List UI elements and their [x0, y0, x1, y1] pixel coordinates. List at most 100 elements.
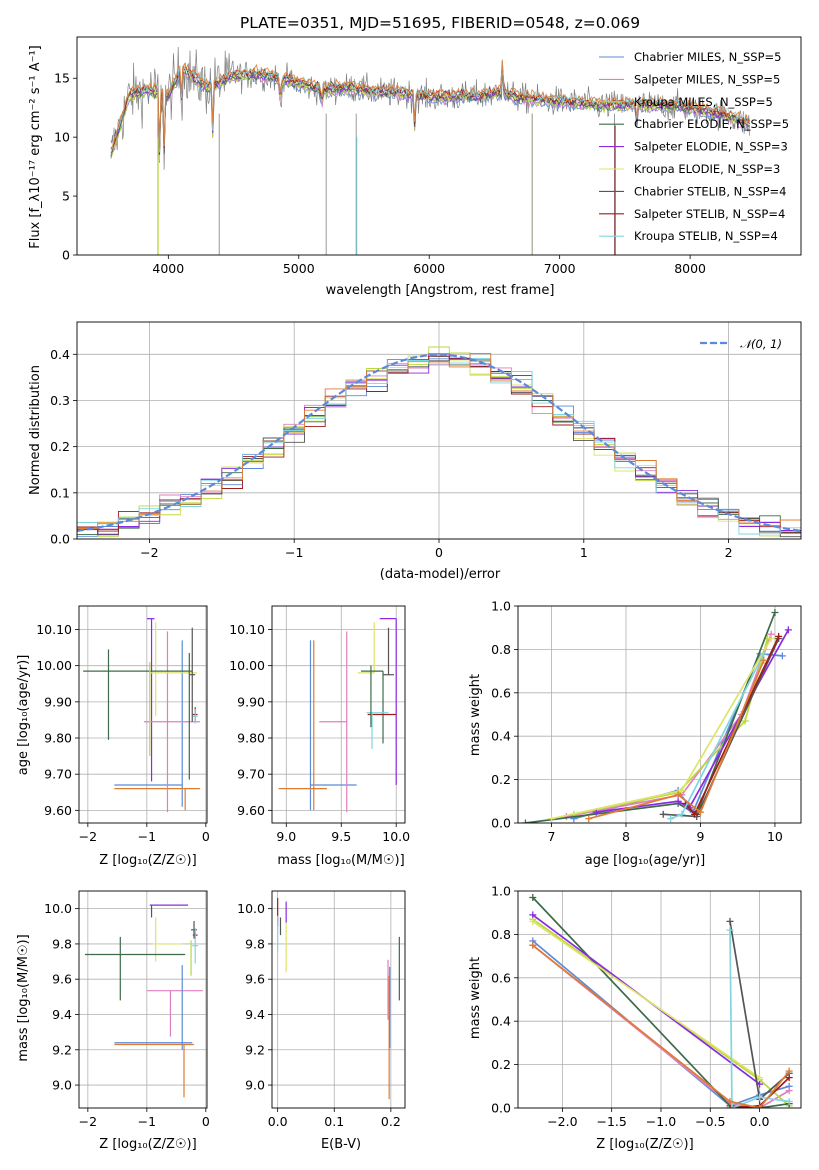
y-tick-label: 9.60	[237, 803, 265, 818]
y-tick-label: 9.0	[52, 1078, 72, 1093]
x-axis-label: Z [log₁₀(Z/Z☉)]	[99, 853, 196, 868]
y-axis-label: mass weight	[468, 674, 483, 756]
x-tick-label: 0	[435, 545, 443, 560]
x-tick-label: 0.1	[324, 1114, 344, 1129]
y-tick-label: 9.4	[52, 1007, 72, 1022]
error-bars	[83, 618, 200, 813]
y-axis-label: age [log₁₀(age/yr)]	[16, 655, 31, 776]
error-bar-point	[319, 631, 348, 813]
x-tick-label: −1.0	[646, 1114, 676, 1129]
axis-ticks: 4000 5000 6000 7000 8000 0 5 10 15	[54, 71, 706, 276]
legend-label: Chabrier ELODIE, N_SSP=5	[634, 117, 789, 131]
x-tick-label: 8000	[674, 261, 706, 276]
y-tick-label: 10.00	[36, 658, 72, 673]
x-tick-label: −1	[285, 545, 303, 560]
x-tick-label: 0	[202, 829, 210, 844]
x-tick-label: 9	[696, 829, 704, 844]
y-axis-label: Flux [f_λ10⁻¹⁷ erg cm⁻² s⁻¹ A⁻¹]	[28, 45, 43, 249]
y-tick-label: 15	[54, 71, 70, 86]
x-tick-label: −1.5	[596, 1114, 626, 1129]
weight-lines	[521, 609, 792, 823]
y-axis-label-text: Normed distribution	[28, 365, 43, 495]
normal-curve	[77, 353, 801, 532]
weight-line	[729, 930, 790, 1108]
y-tick-label: 9.70	[44, 767, 72, 782]
y-tick-label: 9.60	[44, 803, 72, 818]
y-tick-label: 0.2	[491, 1057, 511, 1072]
legend-label: Salpeter ELODIE, N_SSP=3	[634, 140, 788, 154]
y-tick-label: 0.4	[491, 729, 511, 744]
error-bar-point	[383, 627, 395, 676]
grid-lines	[79, 606, 207, 823]
weight-lines	[529, 894, 793, 1108]
y-axis-label: mass weight	[468, 957, 483, 1039]
y-axis-label-text: mass weight	[468, 674, 483, 756]
y-tick-label: 9.6	[245, 972, 265, 987]
y-axis-label: mass [log₁₀(M/M☉)]	[16, 934, 31, 1061]
error-bar-point	[192, 928, 199, 964]
observed-spectrum	[110, 46, 750, 170]
axes-frame	[517, 605, 802, 824]
legend-label: Chabrier MILES, N_SSP=5	[634, 50, 781, 64]
error-bars	[277, 898, 400, 1100]
weight-line	[525, 612, 776, 823]
error-bar-point	[379, 618, 397, 786]
axis-ticks: −2 −1 0 9.0 9.2 9.4 9.6 9.8 10.0	[44, 901, 210, 1129]
y-tick-label: 0.4	[50, 347, 70, 362]
axes-frame	[271, 890, 406, 1109]
y-tick-label: 1.0	[491, 884, 511, 899]
y-tick-label: 0.0	[50, 532, 70, 547]
x-axis-label: (data-model)/error	[380, 567, 501, 582]
x-tick-label: 10	[767, 829, 783, 844]
x-tick-label: 4000	[152, 261, 184, 276]
axis-ticks: 7 8 9 10 0.0 0.2 0.4 0.6 0.8 1.0	[491, 599, 783, 845]
x-axis-label: E(B-V)	[321, 1137, 361, 1152]
x-tick-label: 10.0	[382, 829, 410, 844]
x-tick-label: −0.5	[695, 1114, 725, 1129]
model-spectrum-line	[110, 64, 750, 159]
y-tick-label: 9.80	[44, 731, 72, 746]
y-tick-label: 0.2	[50, 439, 70, 454]
model-spectrum-line	[110, 59, 750, 150]
x-tick-label: 7	[548, 829, 556, 844]
x-axis-label: Z [log₁₀(Z/Z☉)]	[596, 1137, 693, 1152]
y-tick-label: 9.0	[245, 1078, 265, 1093]
y-tick-label: 9.80	[237, 731, 265, 746]
y-tick-label: 9.90	[44, 694, 72, 709]
y-tick-label: 1.0	[491, 599, 511, 614]
legend: Chabrier MILES, N_SSP=5 Salpeter MILES, N…	[599, 50, 789, 243]
y-tick-label: 9.4	[245, 1007, 265, 1022]
axes-frame	[78, 890, 208, 1109]
histograms	[77, 346, 801, 539]
error-bar-point	[143, 631, 200, 813]
y-tick-label: 9.8	[52, 936, 72, 951]
y-tick-label: 0	[62, 248, 70, 263]
error-bars	[84, 904, 203, 1098]
legend-label: Kroupa ELODIE, N_SSP=3	[634, 162, 780, 176]
axis-ticks: 9.0 9.5 10.0 9.60 9.70 9.80 9.90 10.00 10.10	[229, 622, 410, 844]
y-tick-label: 0.0	[491, 816, 511, 831]
x-tick-label: 9.5	[331, 829, 351, 844]
x-tick-label: −2	[140, 545, 158, 560]
axes-frame	[76, 321, 802, 540]
error-bar-point	[114, 788, 200, 811]
y-tick-label: 0.0	[491, 1101, 511, 1116]
error-bar-point	[146, 990, 203, 1037]
x-tick-label: 1	[580, 545, 588, 560]
error-bar-point	[192, 709, 198, 724]
histogram-line	[77, 352, 801, 539]
y-axis-label-text: mass weight	[468, 957, 483, 1039]
y-axis-label-text: Flux [f_λ10⁻¹⁷ erg cm⁻² s⁻¹ A⁻¹]	[28, 45, 43, 249]
legend-label: Kroupa STELIB, N_SSP=4	[634, 229, 778, 243]
legend-label: Salpeter MILES, N_SSP=5	[634, 72, 780, 86]
mass-weight-vs-metallicity-panel: Z [log₁₀(Z/Z☉)] mass weight −2.0 −1.5 −1.0…	[468, 884, 802, 1152]
error-bar-point	[189, 627, 196, 722]
y-tick-label: 0.6	[491, 970, 511, 985]
legend-label: Salpeter STELIB, N_SSP=4	[634, 207, 785, 221]
axis-ticks: −2 −1 0 9.60 9.70 9.80 9.90 10.00 10.10	[36, 622, 210, 844]
y-tick-label: 0.1	[50, 485, 70, 500]
y-axis-label-text: mass [log₁₀(M/M☉)]	[16, 934, 31, 1061]
y-axis-label: Normed distribution	[28, 365, 43, 495]
weight-line	[532, 920, 761, 1079]
